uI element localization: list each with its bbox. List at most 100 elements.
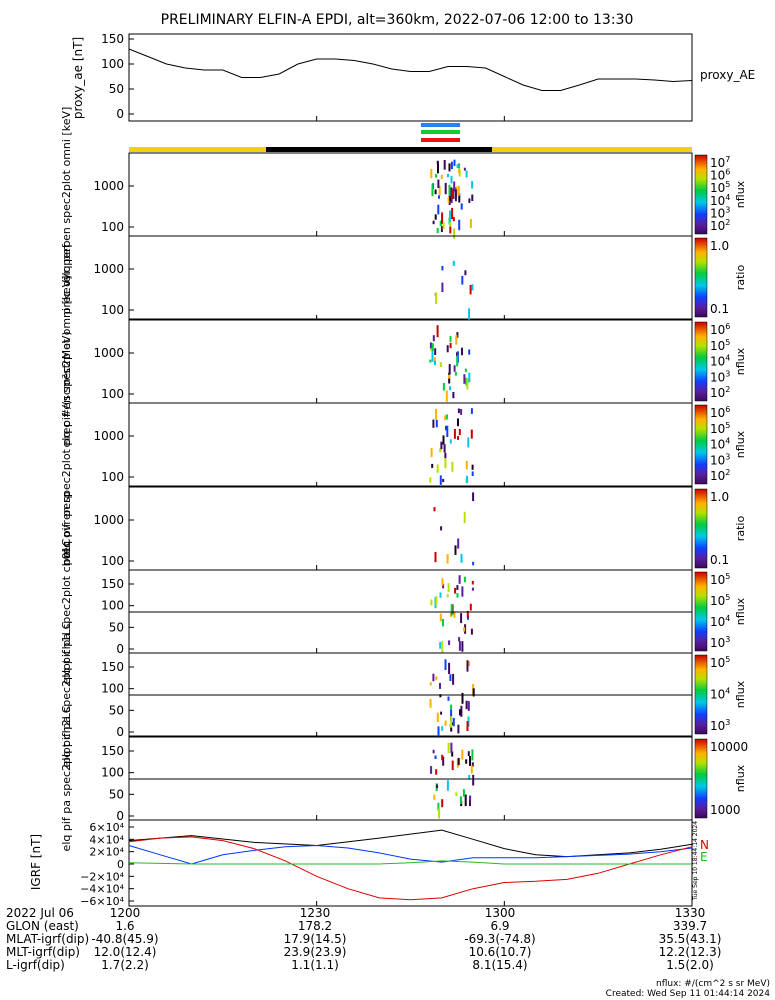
- y-tick-label: 0: [117, 858, 124, 871]
- data-cell: [442, 583, 445, 589]
- colorbar-label: nflux: [734, 680, 747, 708]
- spectrogram-panel-1: elq pef en spec2plot omni [keV] 1000 100 10…: [60, 107, 747, 283]
- y-tick-label: 0: [116, 809, 124, 823]
- data-cell: [436, 712, 439, 722]
- data-cell: [448, 163, 451, 172]
- data-cell: [429, 359, 432, 363]
- colorbar-tick-label: 104: [710, 193, 730, 208]
- y-tick-label: 150: [101, 32, 124, 46]
- data-cell: [436, 160, 439, 164]
- data-cell: [467, 701, 470, 711]
- stripe-red: [421, 138, 460, 142]
- data-cell: [472, 492, 475, 502]
- igrf-ylabel: IGRF [nT]: [29, 834, 43, 890]
- data-cell: [470, 429, 473, 439]
- panel-ylabel: elq pif pa spec2plot ch0LC: [60, 538, 73, 684]
- data-cell: [445, 414, 448, 420]
- spectrogram-panels: elq pef en spec2plot omni [keV] 100010010…: [60, 107, 748, 852]
- data-cell: [468, 198, 471, 203]
- data-cell: [449, 342, 452, 349]
- data-cell: [446, 345, 449, 353]
- data-cell: [450, 175, 453, 184]
- data-cell: [430, 169, 433, 179]
- orbit-indicators: [129, 123, 692, 152]
- data-cell: [435, 769, 438, 775]
- data-cell: [436, 464, 439, 473]
- data-cell: [457, 757, 460, 766]
- igrf-legend-n: N: [700, 838, 709, 852]
- data-cell: [464, 368, 467, 373]
- panel-frame: [128, 152, 693, 237]
- data-cell: [444, 659, 447, 671]
- data-cell: [448, 374, 450, 379]
- y-tick-label: −2×10⁴: [80, 870, 124, 883]
- data-cell: [452, 187, 455, 199]
- data-cell: [457, 418, 459, 427]
- data-cell: [464, 794, 467, 807]
- data-cell: [446, 594, 449, 598]
- y-tick-label: −4×10⁴: [80, 883, 124, 896]
- spectrogram-panel-8: elq pif pa spec2plot ch2LC 15010050010000…: [60, 705, 748, 851]
- data-cell: [439, 475, 442, 485]
- data-cell: [468, 775, 471, 779]
- data-cell: [454, 189, 457, 202]
- panel-ylabel: elq pif pa spec2plot ch1LC: [60, 621, 73, 767]
- data-cell: [470, 628, 473, 635]
- igrf-panel: IGRF [nT] 6×10⁴4×10⁴2×10⁴0−2×10⁴−4×10⁴−6…: [29, 819, 709, 908]
- data-cell: [452, 673, 455, 685]
- data-cell: [469, 756, 471, 766]
- data-cell: [439, 682, 441, 689]
- data-cell: [452, 392, 455, 399]
- igrf-legend-e: E: [700, 850, 708, 864]
- row-value: 10.6(10.7): [468, 945, 532, 959]
- data-cell: [461, 692, 464, 704]
- data-cell: [453, 228, 456, 239]
- ephemeris-table: 2022 Jul 06 1200 1230 1300 1330 GLON (ea…: [0, 906, 775, 972]
- data-cell: [434, 755, 437, 759]
- data-cell: [431, 350, 434, 362]
- panel-ylabel: elq pif en spec2plot prec #/(scm²strMeV): [60, 331, 73, 557]
- colorbar-tick-label: 1.0: [710, 490, 729, 504]
- colorbar: [694, 488, 708, 569]
- row-value: 1200: [109, 906, 141, 920]
- data-cell: [444, 452, 447, 460]
- colorbar-tick-label: 103: [710, 635, 730, 650]
- data-cell: [447, 696, 450, 701]
- data-cell: [457, 724, 460, 734]
- eclipse-bar: [266, 147, 492, 152]
- panel-frame: [128, 235, 693, 320]
- data-cell: [458, 219, 461, 231]
- data-cell: [460, 409, 463, 415]
- row-value: 178.2: [297, 919, 333, 933]
- data-cell: [449, 386, 451, 391]
- colorbar-tick-label: 103: [710, 205, 730, 220]
- data-cell: [451, 207, 454, 220]
- data-cell: [459, 709, 461, 716]
- colorbar-label: nflux: [734, 597, 747, 625]
- data-cell: [455, 792, 458, 796]
- panel-ylabel: elq pif pa spec2plot ch2LC: [60, 705, 73, 851]
- data-cell: [442, 383, 445, 391]
- data-cell: [471, 464, 474, 470]
- data-cell: [463, 511, 466, 524]
- colorbar: [694, 654, 708, 735]
- data-cell: [442, 756, 445, 766]
- data-cell: [442, 435, 445, 445]
- data-cell: [449, 674, 452, 682]
- data-cell: [454, 545, 457, 555]
- data-cell: [458, 163, 461, 169]
- data-cell: [435, 292, 438, 305]
- y-tick-label: 6×10⁴: [89, 821, 124, 834]
- row-value: 17.9(14.5): [283, 932, 347, 946]
- data-cell: [471, 580, 474, 585]
- colorbar-tick-label: 10000: [710, 740, 748, 754]
- row-label: GLON (east): [6, 919, 79, 933]
- data-cell: [450, 727, 453, 732]
- data-cell: [432, 749, 435, 754]
- data-cell: [451, 751, 454, 757]
- data-cell: [439, 220, 442, 226]
- data-cell: [450, 187, 453, 198]
- y-tick-label: 100: [101, 766, 124, 780]
- ephemeris-row-mlat: MLAT-igrf(dip) -40.8(45.9) 17.9(14.5) -6…: [0, 933, 775, 946]
- colorbar-tick-label: 1000: [710, 803, 741, 817]
